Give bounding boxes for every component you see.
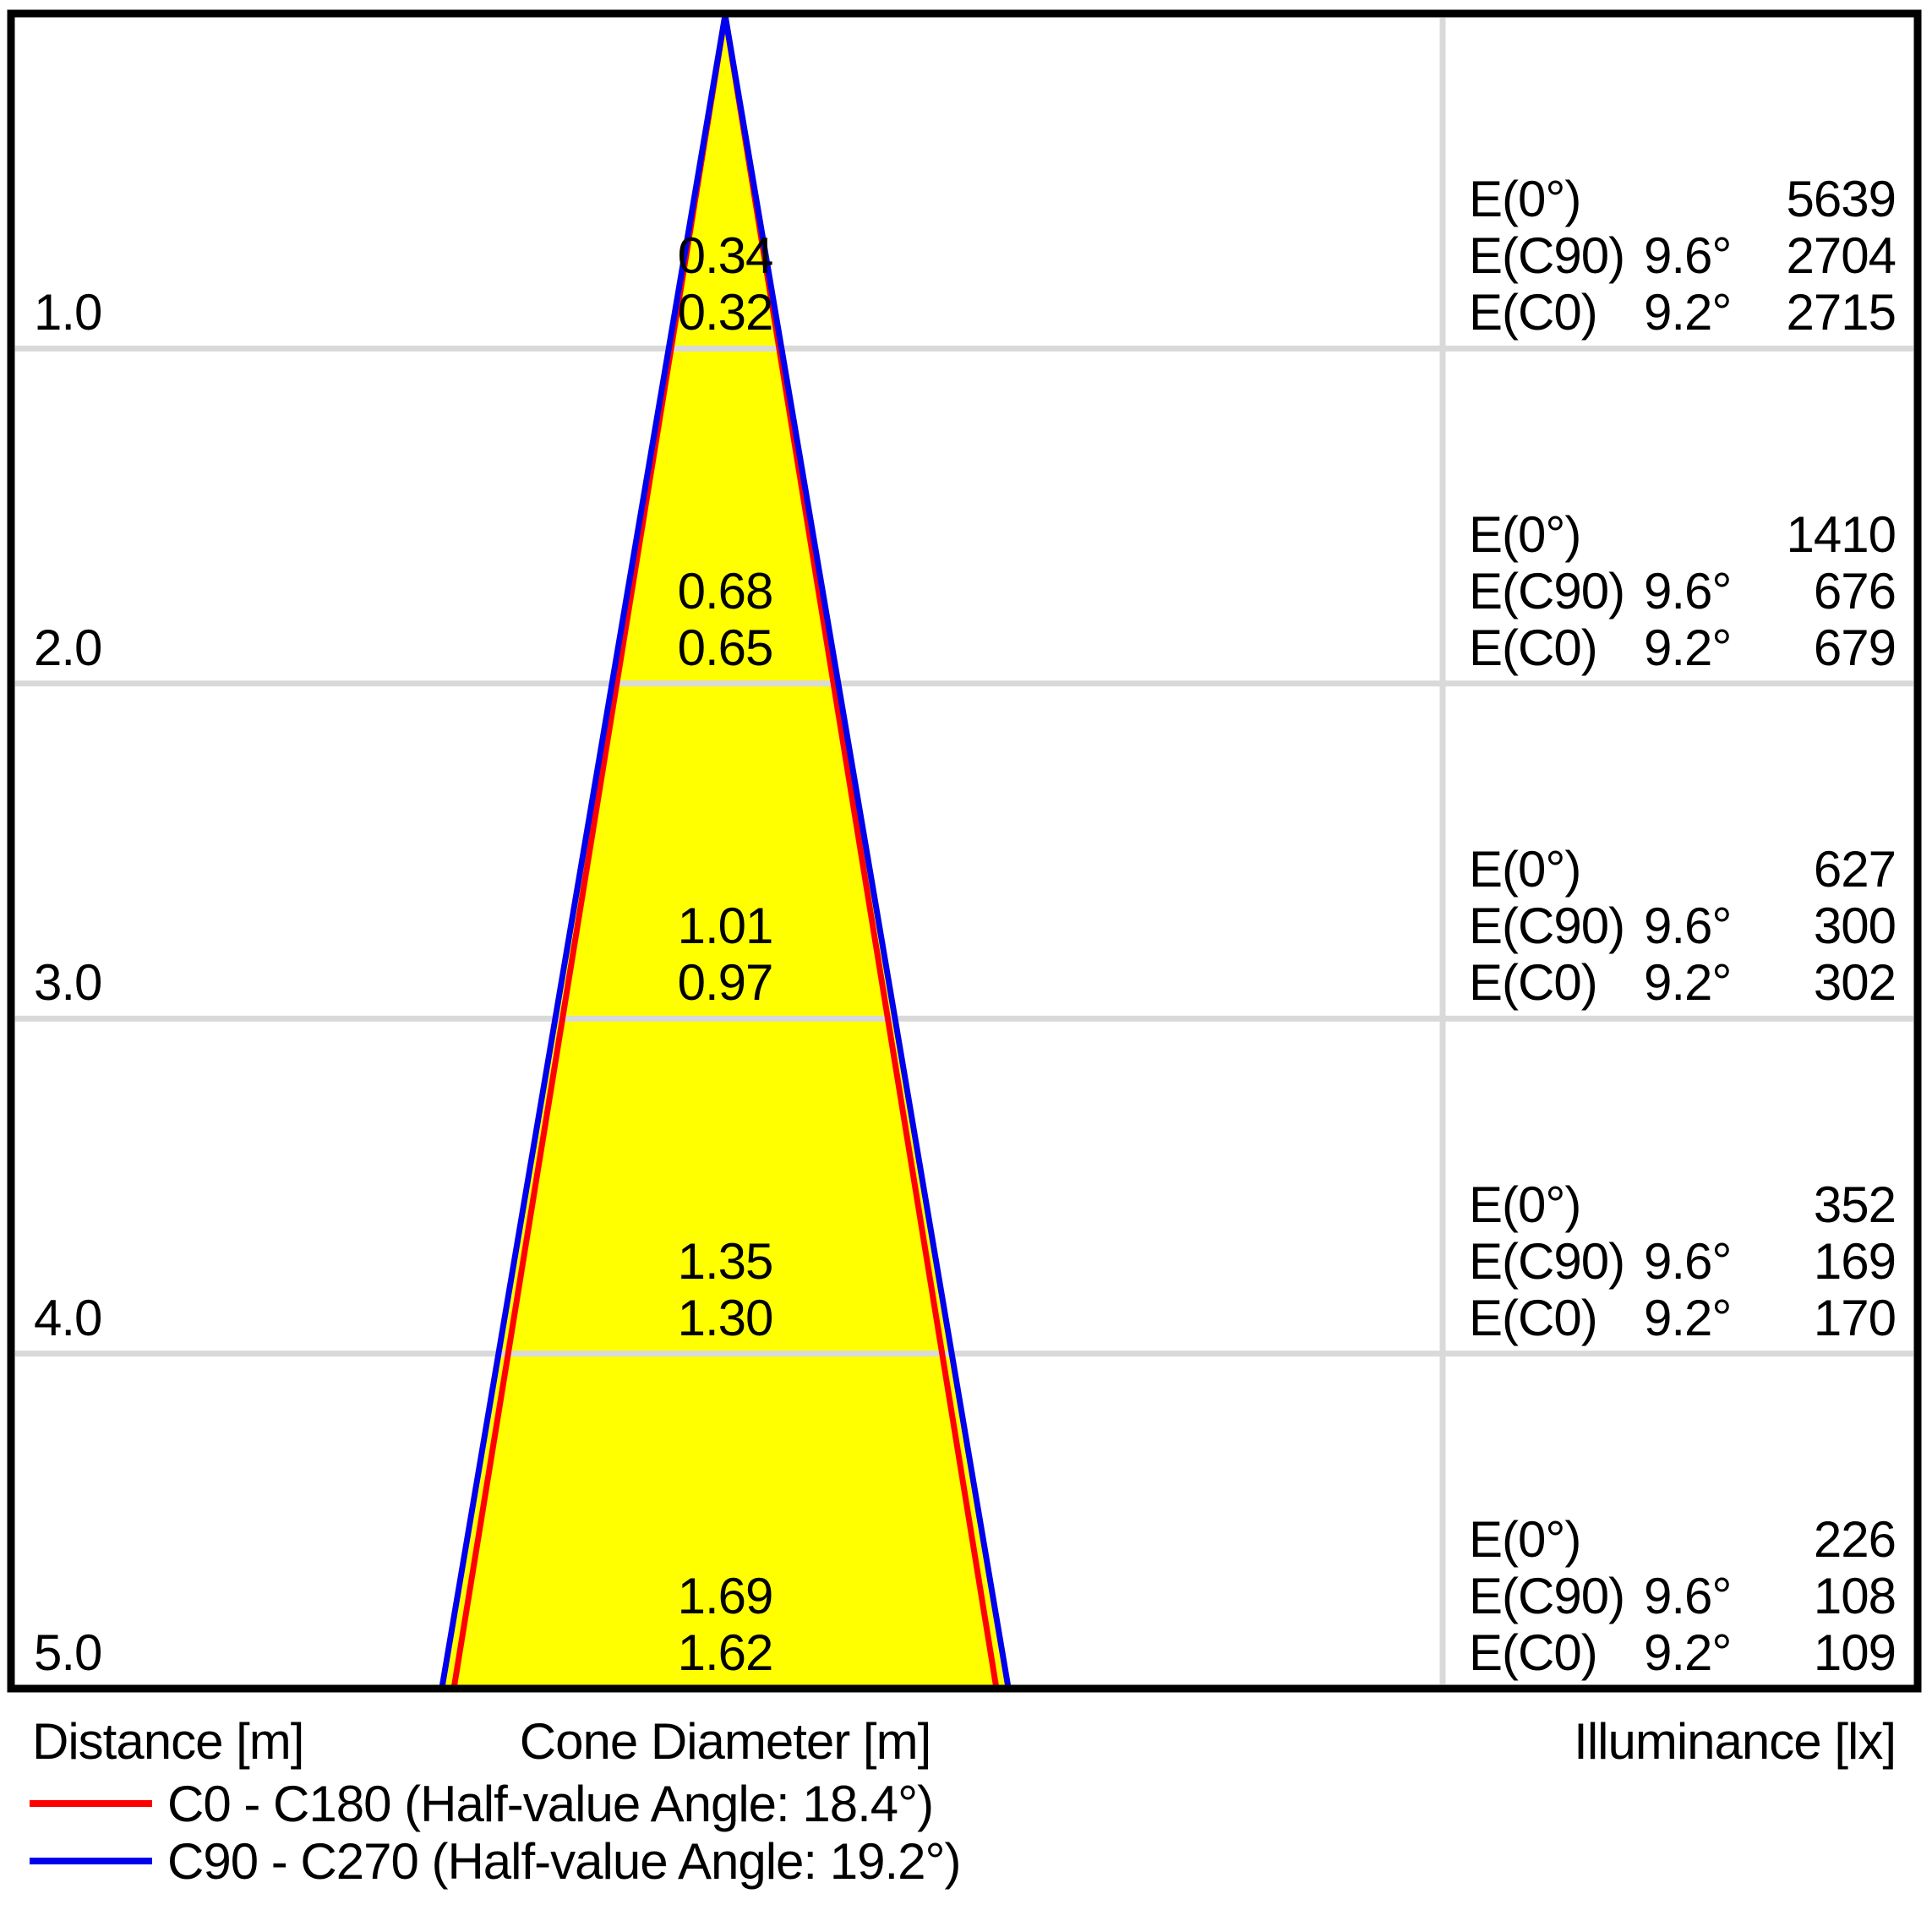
legend-swatch <box>30 1800 152 1807</box>
e-line-label: E(0°) <box>1469 505 1581 563</box>
cone-diameter-c90-value: 0.68 <box>677 562 774 619</box>
gridlines <box>15 345 1913 1357</box>
e-line-label: E(C90) <box>1469 1232 1625 1290</box>
row-distance-label: 4.0 <box>34 1289 102 1346</box>
e-line-label: E(C90) <box>1469 562 1625 619</box>
e-line-value: 1410 <box>1786 505 1897 563</box>
e-line-value: 302 <box>1813 954 1897 1012</box>
e-line-label: E(0°) <box>1469 841 1581 898</box>
e-line-angle: 9.2° <box>1644 1624 1732 1681</box>
e-line-angle: 9.6° <box>1644 898 1732 955</box>
cone-diameter-c0-value: 1.62 <box>677 1624 774 1681</box>
e-line-angle: 9.6° <box>1644 227 1732 285</box>
cone-diameter-c90-value: 1.01 <box>677 898 774 955</box>
e-line-value: 109 <box>1813 1624 1897 1681</box>
e-line-label: E(C90) <box>1469 1568 1625 1624</box>
e-line-value: 300 <box>1813 898 1897 955</box>
e-line-value: 352 <box>1813 1176 1897 1233</box>
cone-diameter-axis-label: Cone Diameter [m] <box>519 1713 932 1770</box>
e-line-value: 226 <box>1813 1511 1897 1568</box>
e-line-value: 108 <box>1813 1568 1897 1624</box>
e-line-label: E(C0) <box>1469 1289 1598 1346</box>
e-line-value: 679 <box>1813 619 1897 676</box>
e-line-label: E(C0) <box>1469 1624 1598 1681</box>
cone-fill <box>441 15 1009 1689</box>
legend-label: C90 - C270 (Half-value Angle: 19.2°) <box>167 1833 962 1890</box>
cone-diameter-c0-value: 1.30 <box>677 1289 774 1346</box>
cone-diameter-c0-value: 0.32 <box>677 284 774 341</box>
cone-diameter-c0-value: 0.97 <box>677 954 774 1012</box>
cone-diameter-c90-value: 0.34 <box>677 227 774 285</box>
table-frame <box>7 9 1922 1693</box>
e-line-label: E(C90) <box>1469 227 1625 285</box>
e-line-angle: 9.6° <box>1644 562 1732 619</box>
illuminance-axis-label: Illuminance [lx] <box>1574 1713 1897 1770</box>
e-line-label: E(C90) <box>1469 898 1625 955</box>
row-distance-label: 1.0 <box>34 284 102 341</box>
cone-diameter-c0-value: 0.65 <box>677 619 774 676</box>
row-distance-label: 2.0 <box>34 619 102 676</box>
row-distance-label: 5.0 <box>34 1624 102 1681</box>
e-line-angle: 9.2° <box>1644 1289 1732 1346</box>
e-line-label: E(0°) <box>1469 1511 1581 1568</box>
legend-swatch <box>30 1858 152 1864</box>
cone-diameter-c90-value: 1.69 <box>677 1568 774 1624</box>
e-line-label: E(C0) <box>1469 954 1598 1012</box>
e-line-angle: 9.2° <box>1644 954 1732 1012</box>
legend-label: C0 - C180 (Half-value Angle: 18.4°) <box>167 1776 934 1832</box>
e-line-value: 5639 <box>1786 171 1897 228</box>
distance-axis-label: Distance [m] <box>32 1713 304 1770</box>
cone-diameter-c90-value: 1.35 <box>677 1232 774 1290</box>
e-line-label: E(0°) <box>1469 171 1581 228</box>
e-line-angle: 9.2° <box>1644 619 1732 676</box>
e-line-value: 170 <box>1813 1289 1897 1346</box>
e-line-value: 2704 <box>1786 227 1897 285</box>
e-line-angle: 9.2° <box>1644 284 1732 341</box>
row-distance-label: 3.0 <box>34 954 102 1012</box>
e-line-label: E(0°) <box>1469 1176 1581 1233</box>
e-line-value: 676 <box>1813 562 1897 619</box>
e-line-value: 2715 <box>1786 284 1897 341</box>
e-line-label: E(C0) <box>1469 619 1598 676</box>
e-line-label: E(C0) <box>1469 284 1598 341</box>
e-line-value: 627 <box>1813 841 1897 898</box>
e-line-value: 169 <box>1813 1232 1897 1290</box>
e-line-angle: 9.6° <box>1644 1232 1732 1290</box>
e-line-angle: 9.6° <box>1644 1568 1732 1624</box>
